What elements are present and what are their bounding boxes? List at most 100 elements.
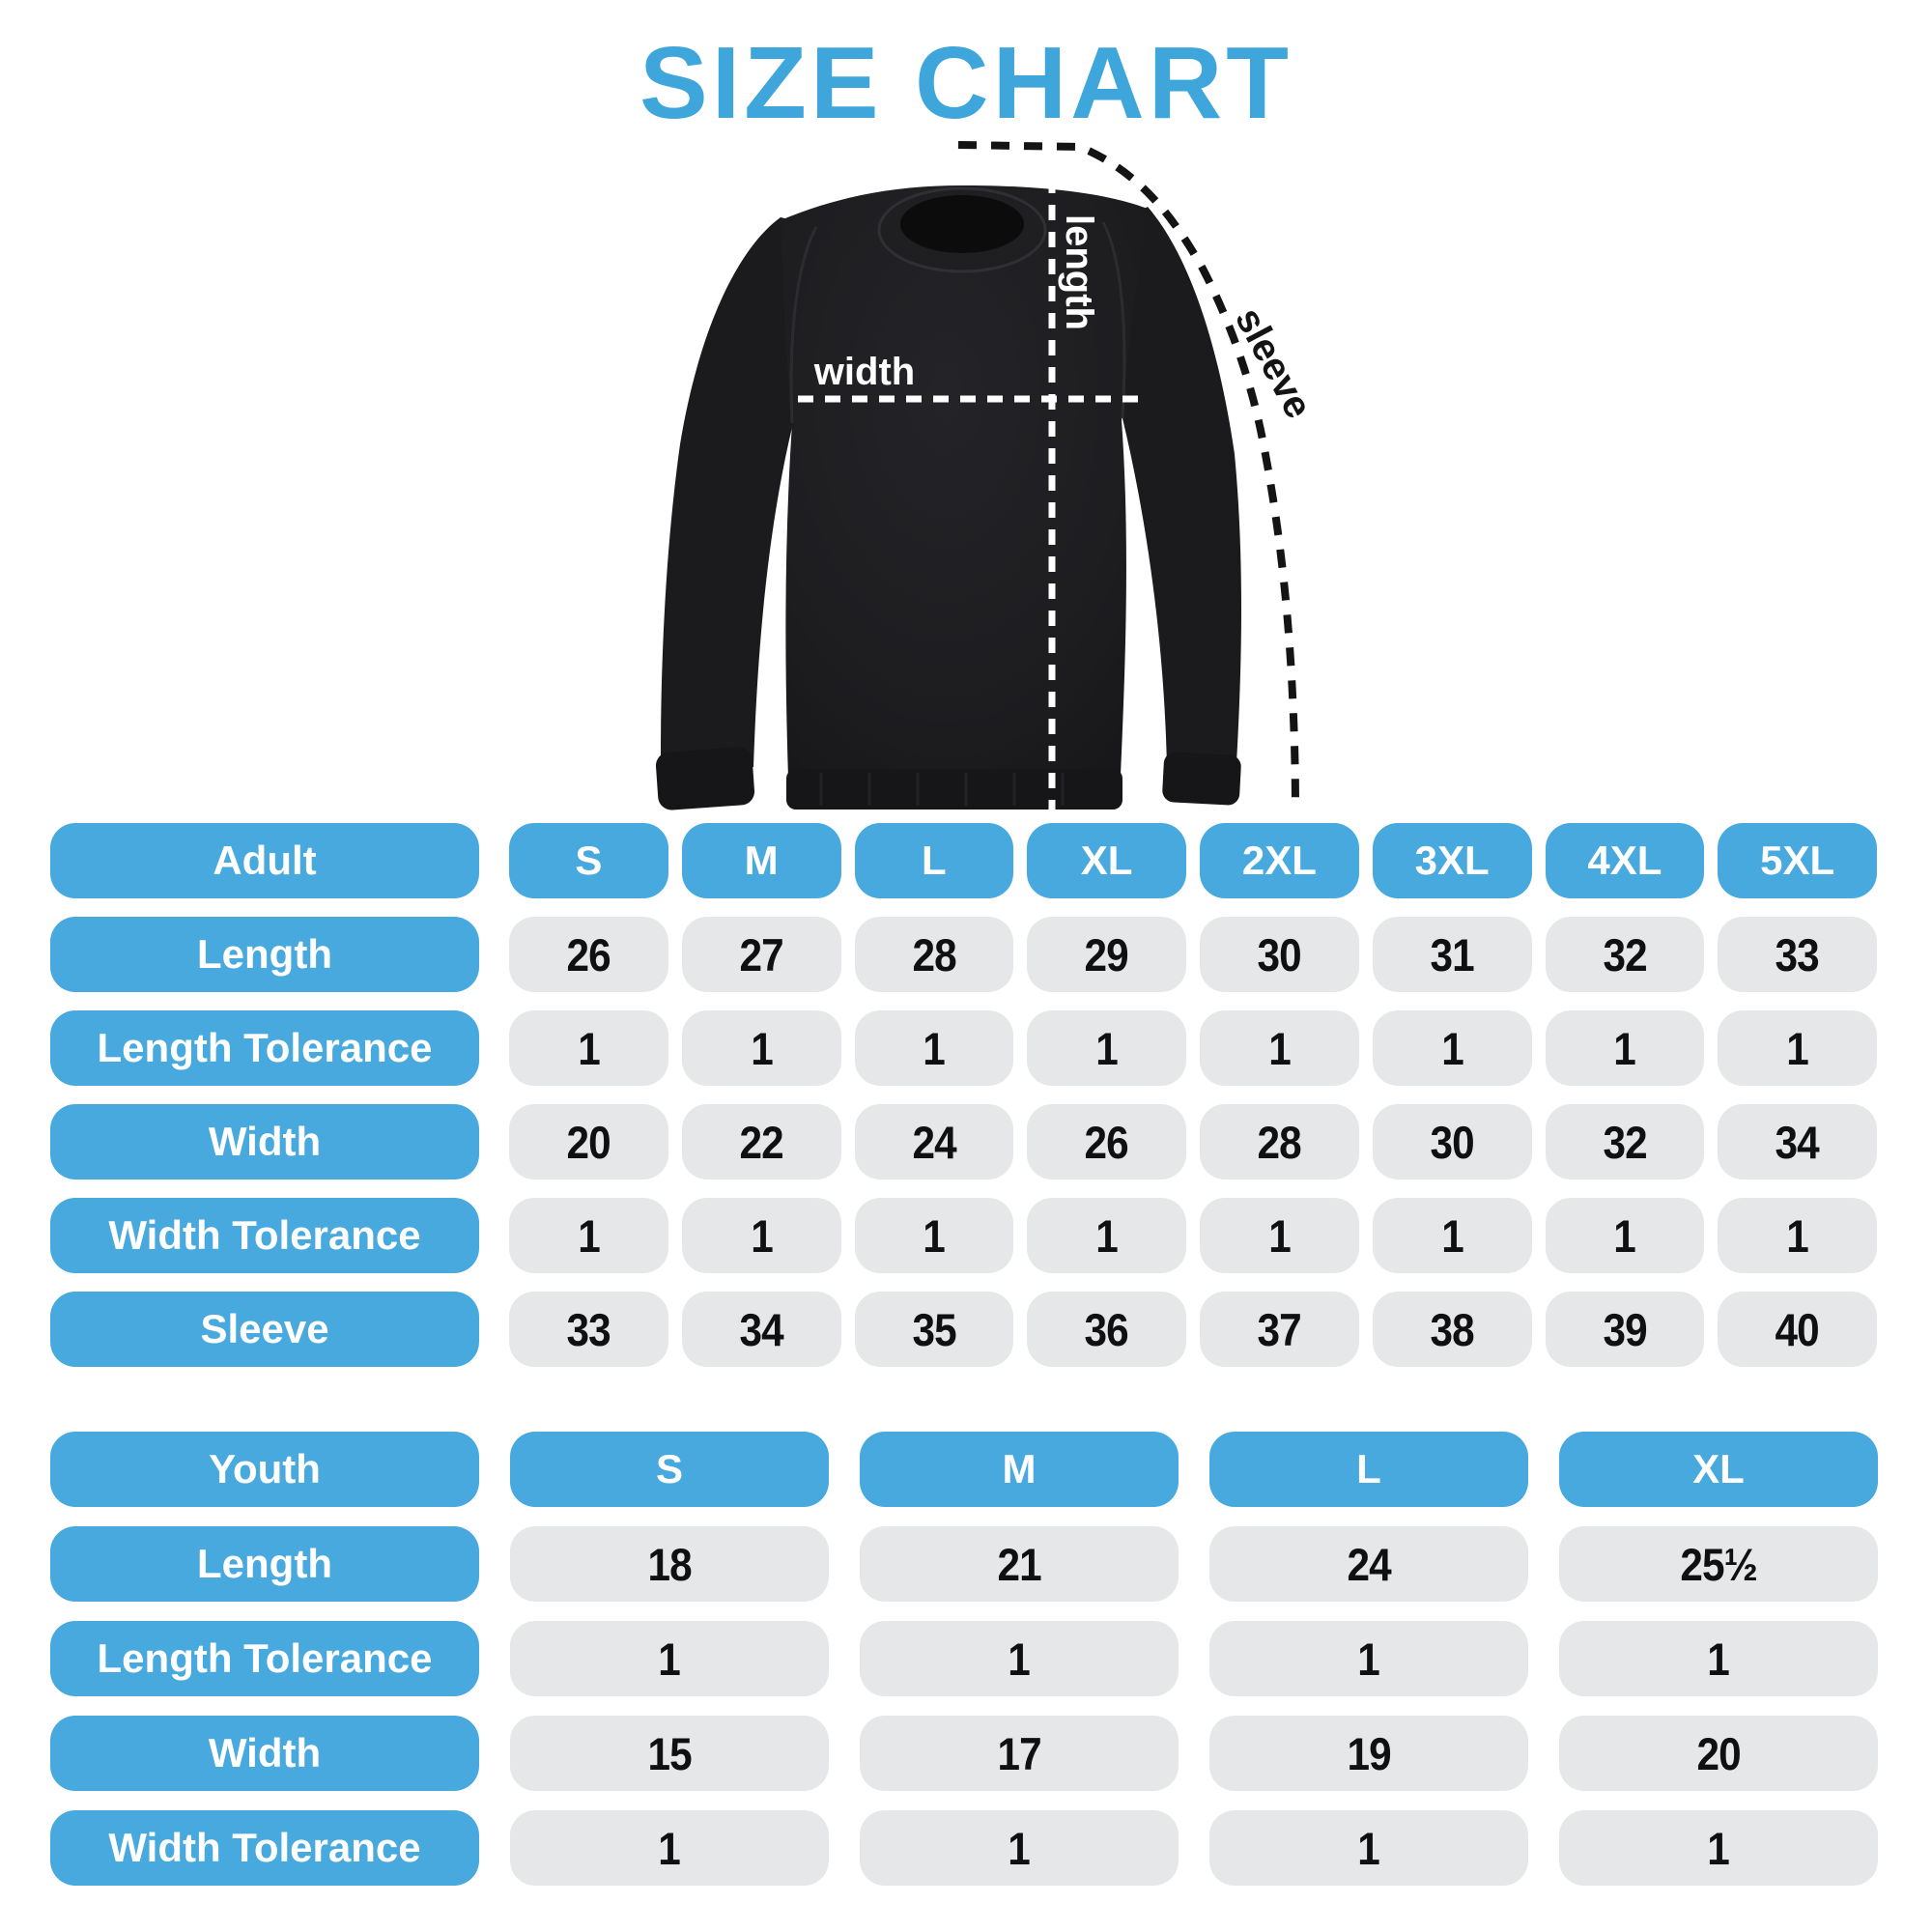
youth-value-r0-c0: 18 — [510, 1526, 829, 1602]
adult-value-r3-c6: 1 — [1545, 1198, 1705, 1273]
adult-size-header-3xl: 3XL — [1372, 823, 1532, 898]
adult-value-r3-c6-text: 1 — [1613, 1209, 1637, 1262]
adult-value-r1-c6: 1 — [1545, 1010, 1705, 1086]
adult-size-header-l-text: L — [922, 838, 947, 883]
youth-size-header-xl: XL — [1559, 1432, 1878, 1507]
adult-value-r4-c6: 39 — [1545, 1292, 1705, 1367]
youth-value-r3-c2-text: 1 — [1357, 1822, 1381, 1874]
length-label: length — [1058, 214, 1100, 330]
adult-value-r4-c3-text: 36 — [1084, 1303, 1129, 1355]
youth-value-r2-c1-text: 17 — [997, 1727, 1041, 1779]
adult-value-r4-c4-text: 37 — [1257, 1303, 1302, 1355]
adult-row-label-1: Length Tolerance — [50, 1010, 479, 1086]
adult-value-r0-c5-text: 31 — [1430, 928, 1474, 980]
adult-table-title: Adult — [50, 823, 479, 898]
adult-value-r0-c4: 30 — [1200, 917, 1359, 992]
adult-value-r4-c0-text: 33 — [566, 1303, 611, 1355]
adult-value-r4-c5-text: 38 — [1430, 1303, 1474, 1355]
youth-value-r3-c1-text: 1 — [1008, 1822, 1032, 1874]
youth-value-r3-c3-text: 1 — [1707, 1822, 1731, 1874]
adult-size-header-xl-text: XL — [1080, 838, 1133, 883]
youth-value-r2-c2: 19 — [1209, 1716, 1528, 1791]
adult-value-r0-c0: 26 — [509, 917, 668, 992]
youth-value-r2-c1: 17 — [860, 1716, 1179, 1791]
adult-value-r0-c4-text: 30 — [1257, 928, 1302, 980]
adult-size-header-s: S — [509, 823, 668, 898]
adult-row-label-4: Sleeve — [50, 1292, 479, 1367]
youth-value-r0-c2: 24 — [1209, 1526, 1528, 1602]
adult-row-label-3: Width Tolerance — [50, 1198, 479, 1273]
youth-size-header-m-text: M — [1002, 1446, 1037, 1492]
youth-value-r1-c0-text: 1 — [658, 1633, 682, 1685]
adult-value-r3-c3-text: 1 — [1095, 1209, 1119, 1262]
adult-size-header-2xl: 2XL — [1200, 823, 1359, 898]
adult-value-r1-c1-text: 1 — [750, 1022, 774, 1074]
youth-value-r2-c2-text: 19 — [1347, 1727, 1391, 1779]
youth-value-r1-c1: 1 — [860, 1621, 1179, 1696]
sweatshirt-illustration — [655, 185, 1241, 810]
adult-value-r4-c7-text: 40 — [1775, 1303, 1820, 1355]
adult-value-r4-c7: 40 — [1718, 1292, 1877, 1367]
adult-value-r0-c2: 28 — [854, 917, 1014, 992]
adult-value-r3-c1-text: 1 — [750, 1209, 774, 1262]
youth-value-r2-c0-text: 15 — [647, 1727, 692, 1779]
youth-value-r2-c3: 20 — [1559, 1716, 1878, 1791]
youth-size-header-m: M — [860, 1432, 1179, 1507]
adult-value-r3-c7: 1 — [1718, 1198, 1877, 1273]
youth-table-title-text: Youth — [209, 1446, 321, 1492]
youth-value-r1-c2: 1 — [1209, 1621, 1528, 1696]
youth-value-r0-c1: 21 — [860, 1526, 1179, 1602]
adult-value-r3-c4-text: 1 — [1268, 1209, 1292, 1262]
adult-value-r1-c5: 1 — [1372, 1010, 1532, 1086]
adult-value-r1-c4: 1 — [1200, 1010, 1359, 1086]
adult-size-header-m-text: M — [744, 838, 779, 883]
youth-row-label-3: Width Tolerance — [50, 1810, 479, 1886]
adult-value-r4-c5: 38 — [1372, 1292, 1532, 1367]
youth-value-r1-c3-text: 1 — [1707, 1633, 1731, 1685]
youth-value-r3-c2: 1 — [1209, 1810, 1528, 1886]
youth-table-title: Youth — [50, 1432, 479, 1507]
youth-value-r1-c0: 1 — [510, 1621, 829, 1696]
adult-value-r2-c0-text: 20 — [566, 1116, 611, 1168]
adult-value-r4-c6-text: 39 — [1603, 1303, 1647, 1355]
adult-value-r2-c7-text: 34 — [1775, 1116, 1820, 1168]
adult-value-r2-c5-text: 30 — [1430, 1116, 1474, 1168]
youth-value-r1-c3: 1 — [1559, 1621, 1878, 1696]
youth-value-r1-c1-text: 1 — [1008, 1633, 1032, 1685]
youth-row-label-1-text: Length Tolerance — [97, 1635, 433, 1681]
adult-value-r2-c3: 26 — [1027, 1104, 1186, 1179]
sleeve-measure-line — [957, 141, 1299, 810]
adult-value-r2-c1: 22 — [681, 1104, 841, 1179]
adult-value-r3-c1: 1 — [681, 1198, 841, 1273]
youth-size-header-s-text: S — [655, 1446, 683, 1492]
adult-size-header-m: M — [681, 823, 841, 898]
adult-value-r3-c2: 1 — [854, 1198, 1014, 1273]
youth-row-label-2-text: Width — [208, 1730, 322, 1776]
youth-value-r0-c2-text: 24 — [1347, 1538, 1391, 1590]
youth-value-r3-c1: 1 — [860, 1810, 1179, 1886]
adult-value-r2-c0: 20 — [509, 1104, 668, 1179]
youth-row-label-0-text: Length — [197, 1541, 332, 1586]
adult-value-r3-c5: 1 — [1372, 1198, 1532, 1273]
adult-row-label-2: Width — [50, 1104, 479, 1179]
youth-value-r2-c0: 15 — [510, 1716, 829, 1791]
adult-value-r0-c1: 27 — [681, 917, 841, 992]
adult-value-r0-c7: 33 — [1718, 917, 1877, 992]
adult-value-r1-c7-text: 1 — [1786, 1022, 1809, 1074]
width-label: width — [813, 351, 915, 393]
youth-row-label-1: Length Tolerance — [50, 1621, 479, 1696]
adult-value-r2-c2-text: 24 — [912, 1116, 956, 1168]
adult-value-r4-c3: 36 — [1027, 1292, 1186, 1367]
adult-value-r1-c5-text: 1 — [1440, 1022, 1464, 1074]
adult-value-r2-c4-text: 28 — [1257, 1116, 1302, 1168]
youth-row-label-2: Width — [50, 1716, 479, 1791]
adult-value-r4-c1-text: 34 — [739, 1303, 783, 1355]
adult-value-r2-c7: 34 — [1718, 1104, 1877, 1179]
youth-row-label-3-text: Width Tolerance — [108, 1825, 421, 1870]
adult-value-r4-c2: 35 — [854, 1292, 1014, 1367]
adult-value-r3-c3: 1 — [1027, 1198, 1186, 1273]
size-chart-diagram: width length sleeve — [655, 141, 1320, 813]
adult-size-header-xl: XL — [1027, 823, 1186, 898]
adult-value-r0-c3-text: 29 — [1084, 928, 1129, 980]
adult-value-r4-c4: 37 — [1200, 1292, 1359, 1367]
